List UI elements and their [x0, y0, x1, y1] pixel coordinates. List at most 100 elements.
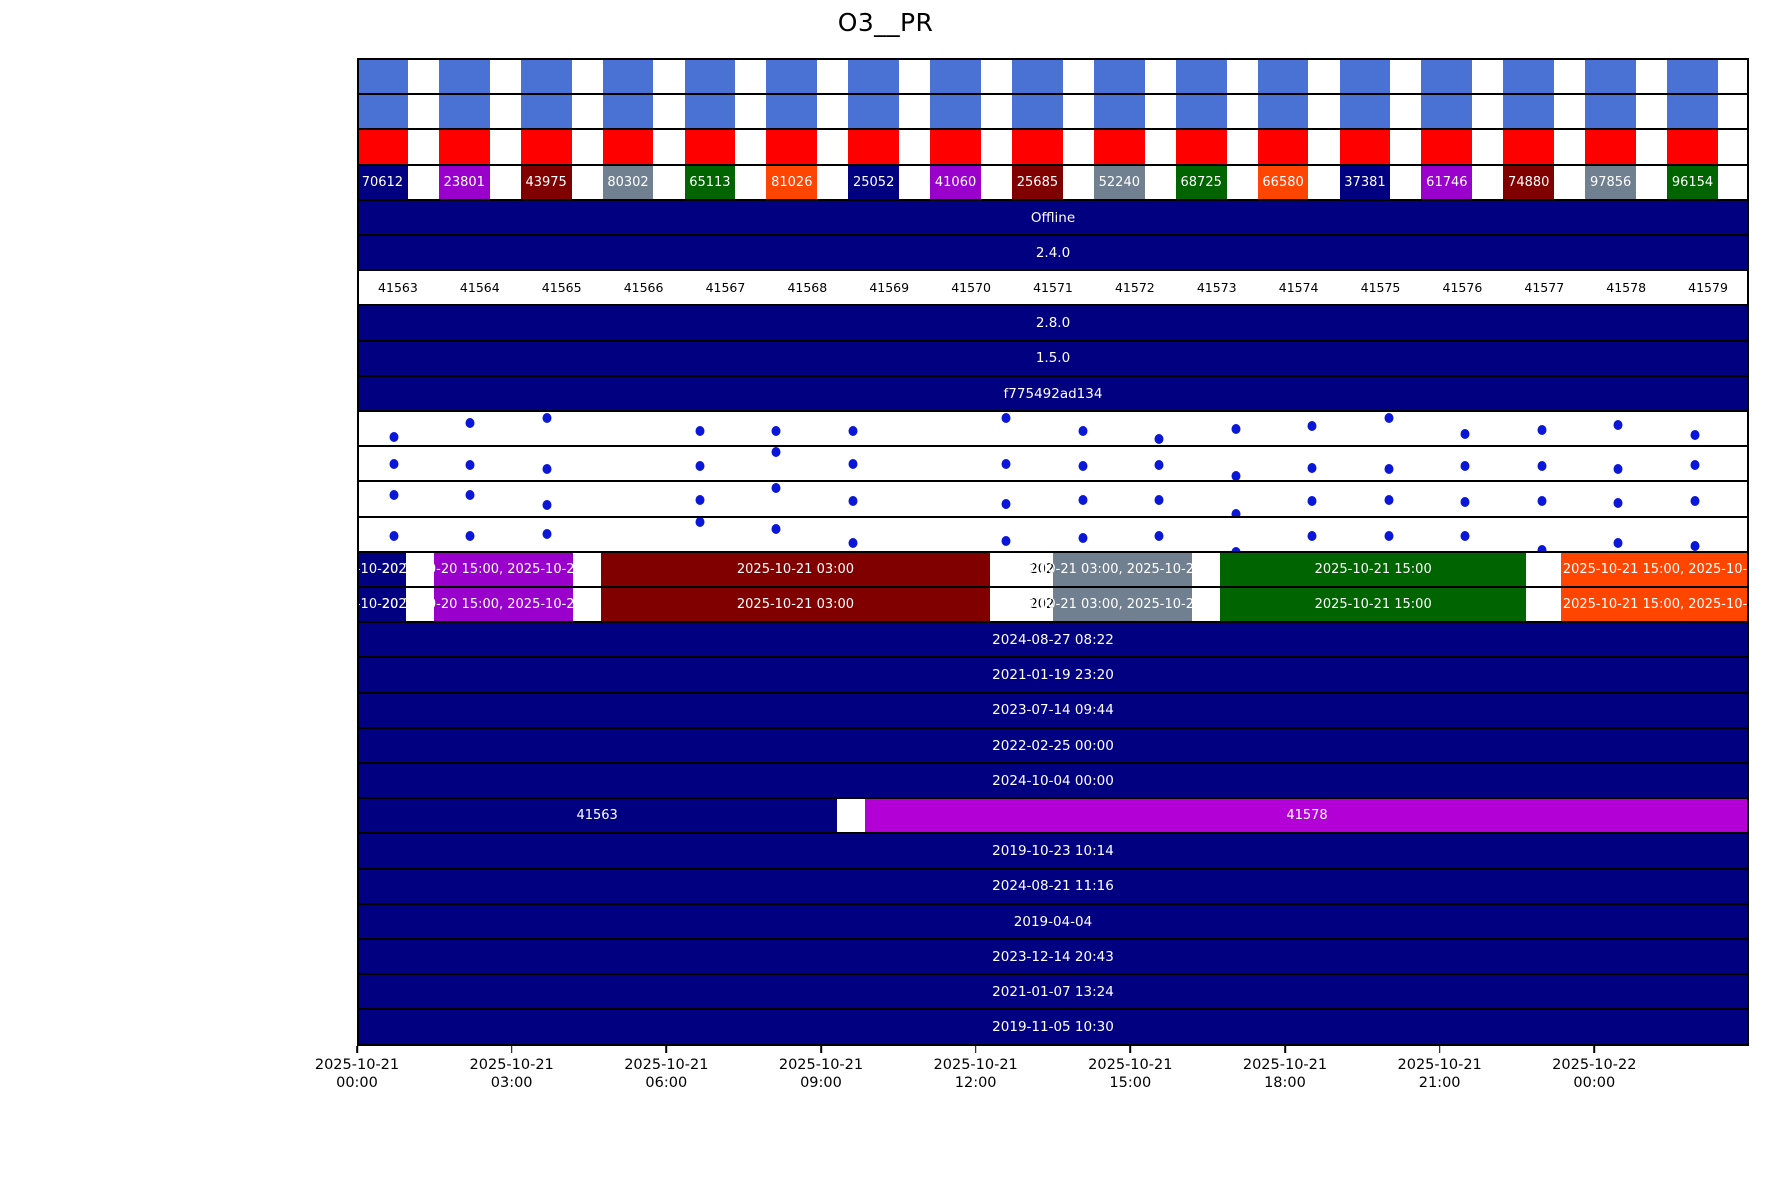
cell-label: 41579 [1688, 279, 1728, 295]
cell-label: 2025-10-21 15:00 [1314, 597, 1432, 613]
timeline-cell [766, 95, 818, 129]
timeline-cell: 41060 [930, 165, 981, 199]
axis-tick-label: 2025-10-21 00:00 [314, 1056, 400, 1091]
timeline-cell [1585, 130, 1636, 164]
timeline-cell [848, 95, 900, 129]
data-point [771, 425, 781, 436]
timeline-cell: 2021-01-19 23:20 [357, 658, 1749, 692]
timeline-cell [1585, 60, 1636, 94]
timeline-cell: 2024-08-21 11:16 [357, 869, 1749, 904]
cell-label: 52240 [1098, 174, 1140, 190]
cell-label: 2022-02-25 00:00 [992, 737, 1114, 754]
cell-label: 2023-12-14 20:43 [992, 948, 1114, 965]
data-point [1537, 425, 1547, 436]
row-lut-o3ppol: LUT O3PPOL2024-08-21 11:16 [357, 867, 1749, 906]
cell-label: 1.5.0 [1035, 350, 1071, 367]
cell-label: 2019-10-23 10:14 [992, 843, 1114, 860]
cell-label: 70612 [361, 174, 404, 190]
timeline-cell: 2021-01-07 13:24 [357, 975, 1749, 1009]
timeline-cell [520, 130, 572, 164]
timeline-cell: 2025-10-21 15:00 [1220, 588, 1527, 622]
cell-label: 41578 [1286, 808, 1328, 824]
cell-label: 2025-10-21 03:00, 2025-10-21 15:00 [1001, 597, 1244, 613]
timeline-cell: 23801 [438, 165, 490, 199]
data-point [389, 489, 399, 500]
data-point [1078, 460, 1088, 471]
cell-label: Offline [1030, 209, 1076, 226]
timeline-cell [1667, 60, 1718, 94]
scatter-series [357, 517, 1749, 552]
cell-label: 41576 [1442, 279, 1483, 295]
timeline-cell [1339, 130, 1391, 164]
timeline-cell [1257, 130, 1309, 164]
cell-label: 41569 [869, 279, 910, 295]
data-point [1613, 419, 1623, 430]
data-point [1001, 413, 1011, 424]
cell-label: 97856 [1589, 174, 1632, 190]
cell-label: 65113 [689, 174, 731, 190]
data-point [1154, 495, 1164, 506]
data-point [848, 459, 858, 470]
cell-label: 41563 [378, 279, 418, 295]
timeline-cell [1667, 130, 1718, 164]
row-ref-ler: REF LER2023-12-14 20:43 [357, 938, 1749, 976]
timeline-cell: 2022-02-25 00:00 [357, 728, 1749, 763]
timeline-cell [357, 95, 408, 129]
axis-tick [510, 1045, 513, 1053]
data-point [465, 418, 475, 429]
axis-tick-label: 2025-10-21 09:00 [778, 1056, 864, 1091]
timeline-cell: 1.5.0 [357, 341, 1749, 375]
axis-tick-label: 2025-10-21 21:00 [1397, 1056, 1482, 1091]
data-point [695, 495, 705, 506]
timeline-cell: 2023-07-14 09:44 [357, 693, 1749, 728]
cell-label: 2025-10-21 03:00 [736, 597, 855, 613]
timeline-cell: 2025-10-20 15:00 [357, 588, 440, 622]
row-processor-version: processor version2.8.0 [357, 304, 1749, 342]
timeline-cell [438, 60, 490, 94]
cell-label: 41564 [459, 279, 500, 295]
cell-label: 2025-10-21 15:00 [1314, 562, 1432, 578]
row-longitude-dayside-nadir-equator-crossing: longitudeOfDaysideNadirEquatorCrossing70… [357, 163, 1749, 201]
axis-tick-label: 2025-10-21 15:00 [1088, 1056, 1173, 1091]
cell-label: 2025-10-21 03:00, 2025-10-21 15:00 [1001, 562, 1244, 578]
timeline-cell: 43975 [520, 165, 572, 199]
timeline-cell: 41576 [1421, 271, 1504, 305]
data-point [1154, 460, 1164, 471]
data-point [389, 530, 399, 541]
cell-label: 2025-10-20 15:00 [357, 597, 440, 613]
timeline-cell [1503, 95, 1555, 129]
data-point [1613, 497, 1623, 508]
data-point [1460, 496, 1470, 507]
timeline-cell [438, 95, 490, 129]
timeline-cell [1175, 130, 1227, 164]
data-point [1384, 463, 1394, 474]
axis-tick [356, 1045, 358, 1053]
data-point [465, 490, 475, 501]
timeline-cell: 41563 [357, 271, 439, 305]
plot-border [357, 58, 1749, 1044]
data-point [1384, 531, 1394, 542]
cell-label: 25052 [852, 174, 895, 190]
timeline-cell: 74880 [1503, 165, 1555, 199]
timeline-cell [602, 95, 654, 129]
timeline-cell: 61746 [1421, 165, 1473, 199]
timeline-cell [1503, 130, 1555, 164]
data-point [1460, 530, 1470, 541]
cell-label: 41575 [1360, 279, 1401, 295]
cell-label: 41566 [623, 279, 664, 295]
axis-tick [1438, 1045, 1441, 1053]
timeline-cell: 96154 [1667, 165, 1718, 199]
plot-border-line [357, 58, 360, 1044]
cell-label: 2025-10-21 15:00, 2025-10- [1562, 597, 1748, 613]
cell-label: 2024-10-04 00:00 [992, 772, 1114, 789]
axis-tick-label: 2025-10-21 12:00 [933, 1056, 1018, 1091]
timeline-cell [357, 60, 408, 94]
timeline-cell: 70612 [357, 165, 408, 199]
cell-label: 68725 [1180, 174, 1222, 190]
timeline-cell: 41575 [1339, 271, 1422, 305]
timeline-cell: 2024-08-27 08:22 [357, 623, 1749, 657]
scatter-series [357, 482, 1749, 516]
x-axis: 2025-10-21 00:00 2025-10-21 03:00 2025-10-… [315, 1045, 1749, 1116]
cell-label: f775492ad134 [1003, 385, 1103, 402]
